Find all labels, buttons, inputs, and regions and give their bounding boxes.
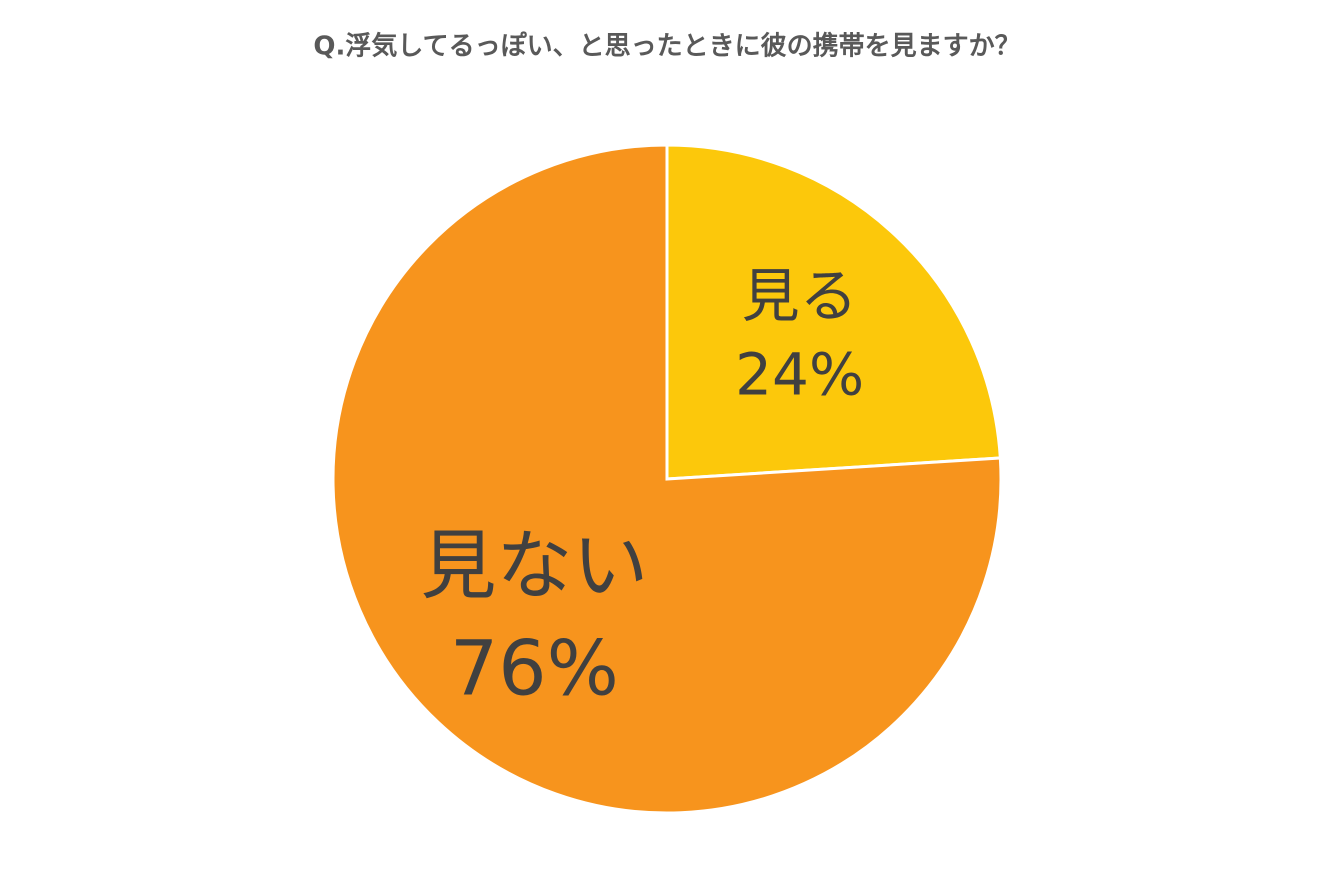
pie-slice — [665, 143, 1002, 481]
slice-name: 見ない — [420, 521, 648, 610]
chart-title: Q.浮気してるっぽい、と思ったときに彼の携帯を見ますか？ — [313, 31, 1020, 62]
pie-slice — [331, 143, 1003, 815]
slice-value-label: 76% — [450, 623, 619, 712]
slice-name: 見る — [742, 262, 858, 330]
slice-value-label: 24% — [735, 340, 864, 408]
